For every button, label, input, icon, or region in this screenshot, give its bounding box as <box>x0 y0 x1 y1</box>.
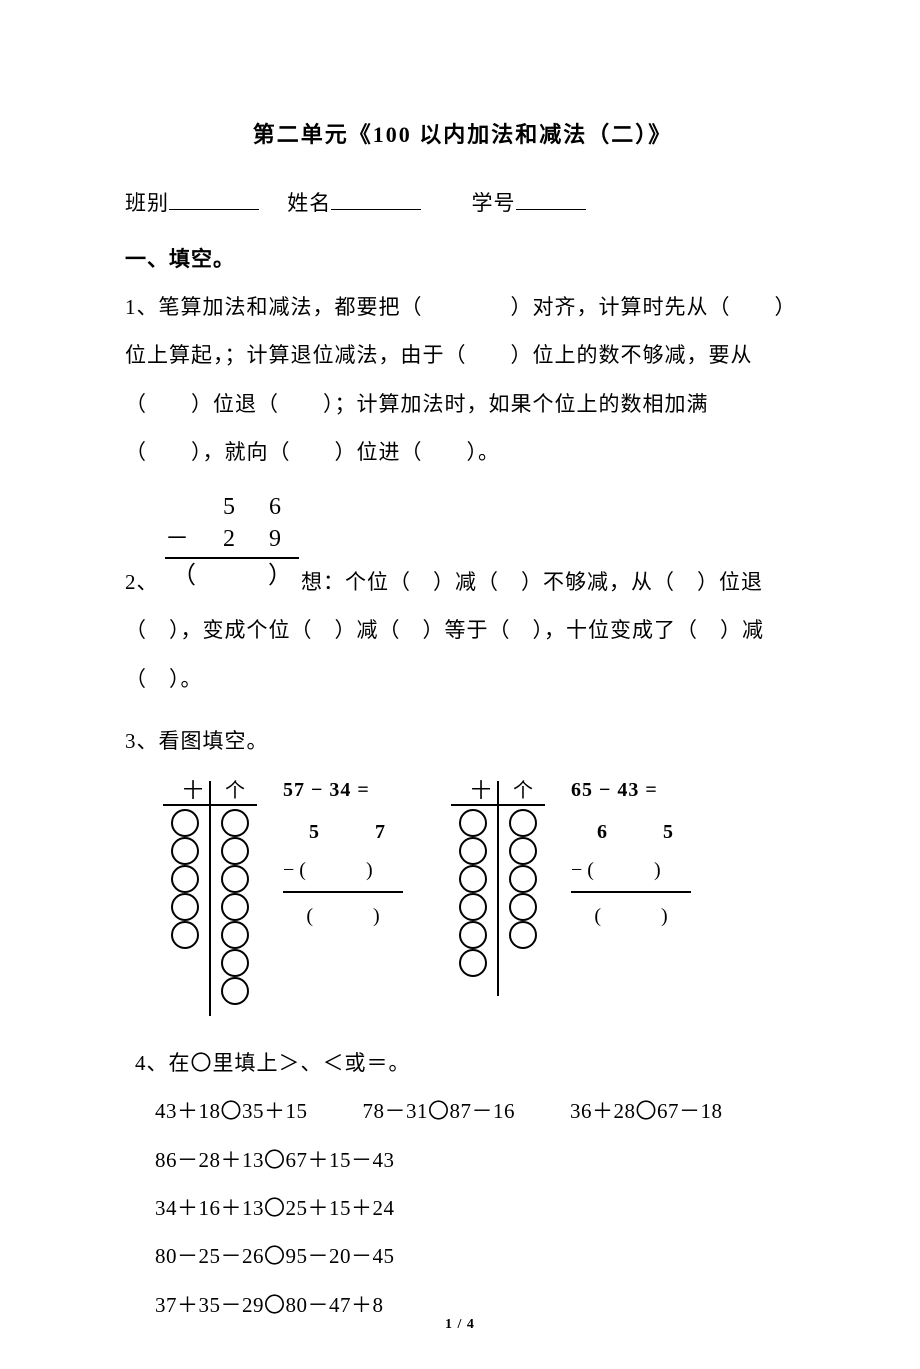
q4-r1-c2: 78－31〇87－16 <box>363 1087 516 1135</box>
q4-r2-c1: 86－28＋13〇67＋15－43 <box>155 1136 395 1184</box>
q3a-row2[interactable]: − ( ) <box>283 851 403 889</box>
q4-r2-c2: 34＋16＋13〇25＋15＋24 <box>155 1184 395 1232</box>
question-1: 1、笔算加法和减法，都要把（ ）对齐，计算时先从（ ）位上算起，；计算退位减法，… <box>125 283 800 476</box>
q3-figure-a: 十 个 57 − 34 = 5 7 − ( ) <box>155 771 403 1021</box>
question-3-figures: 十 个 57 − 34 = 5 7 − ( ) <box>155 771 800 1021</box>
q2-subtrahend: － 2 9 <box>165 524 299 555</box>
unit-title: 第二单元《100 以内加法和减法（二）》 <box>125 110 800 161</box>
q3a-calc: 57 − 34 = 5 7 − ( ) ( ) <box>283 771 403 935</box>
student-info-row: 班别 姓名 学号 <box>125 179 800 227</box>
question-4: 4、在〇里填上＞、＜或＝。 43＋18〇35＋15 78－31〇87－16 36… <box>135 1039 800 1329</box>
q2-text: 想：个位（ ）减（ ）不够减，从（ ）位退（ ），变成个位（ ）减（ ）等于（ … <box>125 570 764 691</box>
ones-header: 个 <box>225 779 246 802</box>
question-2: 5 6 － 2 9 （ ） 2、 想：个位（ ）减（ ）不够减，从（ ）位退（ … <box>125 482 800 702</box>
q4-r1-c1: 43＋18〇35＋15 <box>155 1087 308 1135</box>
counter-diagram-a: 十 个 <box>155 771 265 1021</box>
q4-row-2: 86－28＋13〇67＋15－43 34＋16＋13〇25＋15＋24 <box>155 1136 800 1233</box>
q3a-expression: 57 − 34 = <box>283 771 403 809</box>
section-1-head: 一、填空。 <box>125 235 800 283</box>
q3a-row1: 5 7 <box>283 813 403 851</box>
tens-header: 十 <box>183 779 204 802</box>
q4-r3-c1: 80－25－26〇95－20－45 <box>155 1232 395 1280</box>
q3b-row2[interactable]: − ( ) <box>571 851 691 889</box>
id-label: 学号 <box>472 191 516 215</box>
q3a-row3[interactable]: ( ) <box>283 891 403 935</box>
q3b-expression: 65 − 43 = <box>571 771 691 809</box>
ones-header-b: 个 <box>513 779 534 802</box>
q3b-calc: 65 − 43 = 6 5 − ( ) ( ) <box>571 771 691 935</box>
name-label: 姓名 <box>287 191 331 215</box>
q2-number: 2、 <box>125 570 159 594</box>
name-blank[interactable] <box>331 209 421 210</box>
class-blank[interactable] <box>169 209 259 210</box>
tens-header-b: 十 <box>471 779 492 802</box>
q4-r1-c3: 36＋28〇67－18 <box>570 1087 723 1135</box>
id-blank[interactable] <box>516 209 586 210</box>
counter-diagram-b: 十 个 <box>443 771 553 1001</box>
q3b-row1: 6 5 <box>571 813 691 851</box>
q3-figure-b: 十 个 65 − 43 = 6 5 − ( ) ( <box>443 771 691 1021</box>
q2-minuend: 5 6 <box>165 492 299 523</box>
class-label: 班别 <box>125 191 169 215</box>
page-number: 1 / 4 <box>0 1309 920 1341</box>
question-4-head: 4、在〇里填上＞、＜或＝。 <box>135 1039 800 1087</box>
worksheet-page: 第二单元《100 以内加法和减法（二）》 班别 姓名 学号 一、填空。 1、笔算… <box>0 0 920 1369</box>
q3b-row3[interactable]: ( ) <box>571 891 691 935</box>
question-3-head: 3、看图填空。 <box>125 717 800 765</box>
q4-row-1: 43＋18〇35＋15 78－31〇87－16 36＋28〇67－18 <box>155 1087 800 1135</box>
